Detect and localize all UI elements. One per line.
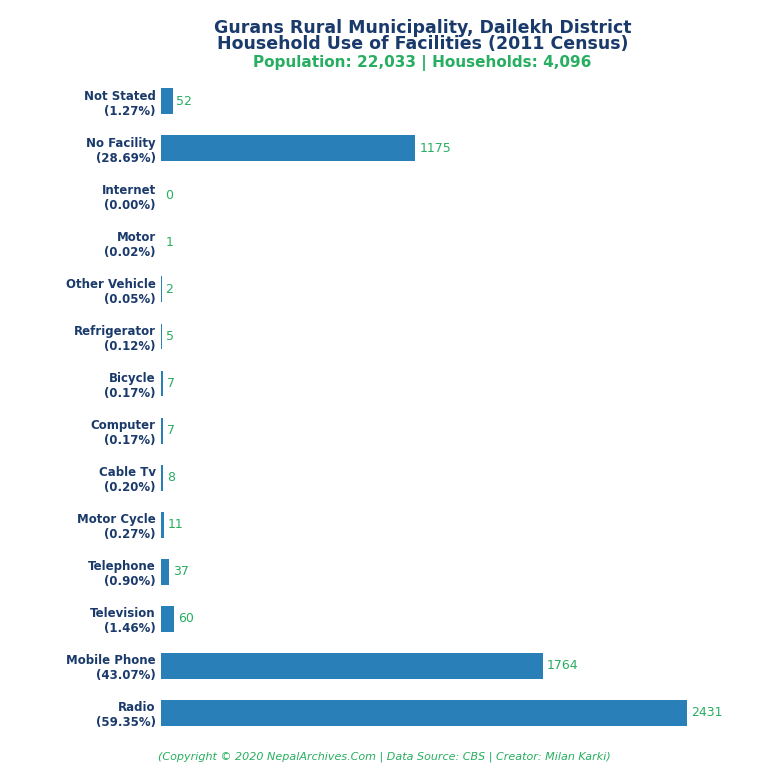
Text: 7: 7 (167, 377, 174, 390)
Text: 1175: 1175 (419, 142, 451, 154)
Text: 2431: 2431 (690, 707, 722, 720)
Bar (161, 371, 163, 396)
Text: 1: 1 (165, 236, 174, 249)
Bar (161, 418, 163, 443)
Bar (161, 88, 173, 114)
Text: 7: 7 (167, 424, 174, 437)
Text: 5: 5 (166, 330, 174, 343)
Text: 8: 8 (167, 471, 175, 484)
Text: (Copyright © 2020 NepalArchives.Com | Data Source: CBS | Creator: Milan Karki): (Copyright © 2020 NepalArchives.Com | Da… (157, 751, 611, 762)
Bar (161, 323, 162, 349)
Bar (161, 700, 687, 726)
Text: 60: 60 (178, 612, 194, 625)
Text: Population: 22,033 | Households: 4,096: Population: 22,033 | Households: 4,096 (253, 55, 591, 71)
Text: 1764: 1764 (547, 660, 578, 672)
Bar (161, 559, 169, 584)
Bar (161, 465, 163, 491)
Text: Gurans Rural Municipality, Dailekh District: Gurans Rural Municipality, Dailekh Distr… (214, 19, 631, 37)
Bar (161, 606, 174, 632)
Text: 11: 11 (167, 518, 184, 531)
Bar (161, 511, 164, 538)
Bar (161, 135, 415, 161)
Text: 52: 52 (177, 94, 192, 108)
Text: 37: 37 (173, 565, 189, 578)
Text: 0: 0 (165, 189, 173, 202)
Text: 2: 2 (166, 283, 174, 296)
Text: Household Use of Facilities (2011 Census): Household Use of Facilities (2011 Census… (217, 35, 628, 52)
Bar (161, 653, 543, 679)
